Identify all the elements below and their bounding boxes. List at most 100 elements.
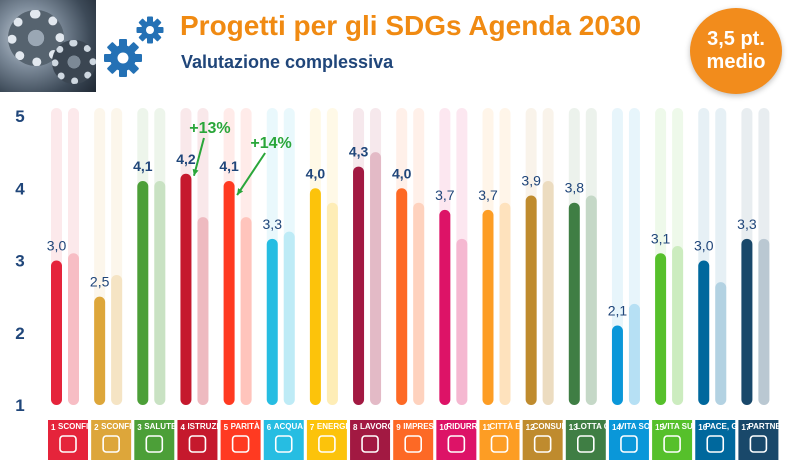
bar-comparison-sdg-12 — [542, 181, 554, 405]
sdg-tile-4 — [177, 420, 218, 460]
bar-sdg-9 — [396, 188, 408, 405]
sdg-tile-number: 2 — [94, 423, 99, 432]
bar-sdg-3 — [137, 181, 149, 405]
bar-comparison-sdg-4 — [197, 217, 209, 405]
bar-comparison-sdg-3 — [154, 181, 166, 405]
bar-comparison-sdg-5 — [240, 217, 252, 405]
value-label-sdg-8: 4,3 — [349, 144, 369, 160]
gear-icon — [104, 39, 142, 77]
bar-sdg-11 — [482, 209, 494, 405]
bar-sdg-14 — [611, 325, 623, 405]
sdg-tile-number: 11 — [483, 423, 492, 432]
value-label-sdg-6: 3,3 — [263, 216, 283, 232]
page-title: Progetti per gli SDGs Agenda 2030 — [180, 10, 642, 41]
sdg-tile-15 — [652, 420, 693, 460]
sdg-tile-number: 12 — [526, 423, 535, 432]
bar-sdg-5 — [223, 181, 235, 405]
annotation-arrowhead — [237, 188, 244, 196]
bar-sdg-8 — [353, 166, 365, 405]
bar-sdg-4 — [180, 173, 192, 405]
value-label-sdg-9: 4,0 — [392, 165, 412, 181]
sdg-tile-icon — [318, 435, 336, 453]
sdg-tile-icon — [102, 435, 120, 453]
sdg-tile-number: 3 — [137, 423, 142, 432]
bar-sdg-1 — [51, 260, 62, 405]
y-tick-label: 1 — [15, 396, 24, 415]
sdg-tile-number: 8 — [353, 423, 358, 432]
bar-sdg-13 — [568, 202, 580, 405]
value-label-sdg-17: 3,3 — [737, 216, 757, 232]
sdg-tile-number: 15 — [655, 423, 664, 432]
page-subtitle: Valutazione complessiva — [181, 52, 394, 72]
sdg-tile-number: 14 — [612, 423, 621, 432]
value-label-sdg-3: 4,1 — [133, 158, 153, 174]
sdg-tile-icon — [188, 435, 207, 453]
sdg-tile-number: 4 — [180, 423, 185, 432]
sdg-tile-icon — [490, 435, 509, 453]
value-label-sdg-7: 4,0 — [306, 165, 326, 181]
sdg-tile-icon — [749, 435, 768, 453]
sdg-tile-10 — [436, 420, 477, 460]
sdg-tile-icon — [663, 435, 681, 453]
value-label-sdg-4: 4,2 — [176, 151, 196, 167]
bar-comparison-sdg-13 — [585, 195, 597, 405]
gears-photo — [0, 0, 96, 92]
growth-annotation: +14% — [250, 135, 291, 152]
sdg-tile-9 — [393, 420, 434, 460]
bar-sdg-15 — [655, 253, 667, 405]
annotation-arrow — [236, 152, 266, 196]
sdg-tile-1 — [48, 420, 88, 460]
value-label-sdg-2: 2,5 — [90, 274, 110, 290]
average-badge-label: medio — [706, 51, 766, 73]
sdg-tile-11 — [479, 420, 520, 460]
sdg-tile-14 — [608, 420, 649, 460]
bar-sdg-2 — [94, 296, 106, 405]
value-label-sdg-5: 4,1 — [219, 158, 239, 174]
sdg-tile-icon — [274, 435, 293, 453]
y-tick-label: 2 — [15, 324, 24, 343]
sdg-tile-icon — [533, 435, 552, 453]
sdg-tile-number: 13 — [569, 423, 578, 432]
sdg-tile-number: 5 — [224, 423, 229, 432]
y-tick-label: 3 — [15, 252, 24, 271]
annotation-arrowhead — [192, 168, 199, 176]
average-badge: 3,5 pt. medio — [690, 8, 782, 94]
sdg-tile-16 — [695, 420, 736, 460]
sdg-tile-title: PARTNERSHIP PER GLI OBIETTIVI — [748, 422, 790, 431]
sdg-tile-icon — [361, 435, 379, 453]
bar-sdg-7 — [309, 188, 321, 405]
value-label-sdg-10: 3,7 — [435, 187, 455, 203]
bar-sdg-6 — [266, 238, 278, 405]
sdg-tile-number: 6 — [267, 423, 272, 432]
sdg-tile-number: 1 — [51, 423, 56, 432]
annotation-arrow — [192, 137, 205, 177]
sdg-tile-3 — [134, 420, 175, 460]
bar-comparison-sdg-8 — [370, 152, 382, 405]
bar-comparison-sdg-15 — [672, 246, 684, 405]
bar-comparison-sdg-2 — [111, 274, 123, 405]
sdg-tile-icon — [404, 435, 423, 453]
value-label-sdg-16: 3,0 — [694, 238, 714, 254]
average-badge-value: 3,5 pt. — [707, 28, 765, 50]
bar-comparison-sdg-7 — [326, 202, 338, 405]
bar-sdg-10 — [439, 209, 451, 405]
bar-comparison-sdg-11 — [499, 202, 511, 405]
value-label-sdg-13: 3,8 — [565, 180, 585, 196]
value-label-sdg-12: 3,9 — [521, 172, 541, 188]
sdg-tile-icon — [447, 435, 466, 453]
growth-annotation: +13% — [189, 120, 230, 137]
sdg-tile-icon — [576, 435, 595, 453]
bar-comparison-sdg-14 — [628, 303, 640, 405]
bar-comparison-sdg-17 — [758, 238, 770, 405]
bar-comparison-sdg-10 — [456, 238, 468, 405]
sdg-tile-number: 17 — [741, 423, 750, 432]
sdg-tile-icon — [706, 435, 725, 453]
sdg-tile-6 — [263, 420, 304, 460]
sdg-tile-number: 9 — [396, 423, 401, 432]
sdg-tile-5 — [220, 420, 261, 460]
bar-comparison-sdg-16 — [715, 282, 727, 405]
bar-sdg-16 — [698, 260, 710, 405]
sdg-tile-number: 10 — [439, 423, 448, 432]
sdg-tile-icon — [145, 435, 164, 453]
